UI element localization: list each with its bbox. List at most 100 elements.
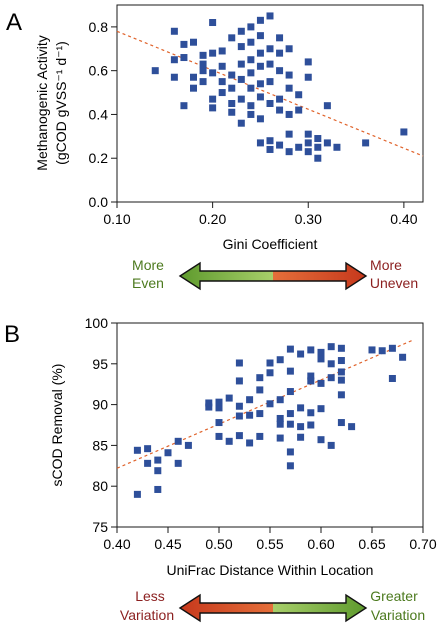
data-point xyxy=(190,73,197,81)
y-tick-label: 0.6 xyxy=(89,63,109,79)
x-tick-label: 0.40 xyxy=(390,211,417,227)
data-point xyxy=(199,51,207,59)
data-point xyxy=(215,432,223,440)
data-point xyxy=(285,45,293,53)
chart-a: 0.0 0.2 0.4 0.6 0.8 0.10 0.20 0.30 0.40 Gini Co… xyxy=(34,4,424,252)
data-point xyxy=(307,372,315,380)
data-point xyxy=(184,441,192,449)
arrow-b-right-line1: Greater xyxy=(370,588,418,604)
data-point xyxy=(180,54,188,62)
data-point xyxy=(256,93,264,101)
data-point xyxy=(190,38,197,46)
y-tick-label: 90 xyxy=(92,397,108,413)
data-point xyxy=(276,106,284,114)
data-point xyxy=(235,359,243,367)
data-point xyxy=(317,348,325,356)
data-point xyxy=(276,67,284,75)
x-tick-label: 0.40 xyxy=(103,536,130,552)
data-point xyxy=(286,410,294,418)
arrow-a-left-line2: Even xyxy=(132,275,164,291)
y-tick-label: 0.2 xyxy=(89,150,109,166)
data-point xyxy=(286,420,294,428)
y-axis-title-a-line1: Methanogenic Activity xyxy=(34,35,50,170)
data-point xyxy=(286,345,294,353)
data-point xyxy=(256,32,264,40)
data-point xyxy=(247,102,255,110)
data-point xyxy=(297,433,305,441)
plot-frame-a xyxy=(116,4,424,203)
data-point xyxy=(228,84,236,92)
data-point xyxy=(285,110,293,118)
data-point xyxy=(256,139,264,147)
data-point xyxy=(327,343,335,351)
data-point xyxy=(276,420,284,428)
panel-letter-b: B xyxy=(4,321,20,348)
data-point xyxy=(337,391,345,399)
data-point xyxy=(276,356,284,364)
x-tick-label: 0.20 xyxy=(199,211,226,227)
data-point xyxy=(276,396,284,404)
data-point xyxy=(174,459,182,467)
data-point xyxy=(400,128,408,136)
data-point xyxy=(266,100,274,107)
data-point xyxy=(337,357,345,365)
data-point xyxy=(333,143,341,151)
data-point xyxy=(307,346,315,354)
data-point xyxy=(228,108,236,116)
arrow-a-right-line2: Uneven xyxy=(370,275,418,291)
data-point xyxy=(209,95,217,103)
data-point xyxy=(247,56,255,64)
arrow-a-left-line1: More xyxy=(132,257,164,273)
data-point xyxy=(276,95,284,103)
data-point xyxy=(388,374,396,382)
data-point xyxy=(323,139,331,147)
data-point xyxy=(170,73,178,81)
data-point xyxy=(199,78,207,86)
data-point xyxy=(246,396,254,404)
y-tick-label: 0.0 xyxy=(89,194,109,210)
data-point xyxy=(337,376,345,384)
data-point xyxy=(297,404,305,412)
data-point xyxy=(235,412,243,420)
double-arrow-a xyxy=(178,261,368,291)
data-point xyxy=(209,104,217,112)
data-point xyxy=(247,23,255,31)
data-point xyxy=(297,423,305,431)
data-point xyxy=(256,62,264,70)
data-point xyxy=(304,139,312,147)
plot-frame-b xyxy=(116,322,424,528)
data-point xyxy=(225,437,233,445)
data-point xyxy=(337,419,345,427)
data-point xyxy=(247,110,255,118)
data-point xyxy=(237,95,245,103)
data-point xyxy=(225,394,233,402)
data-point xyxy=(368,346,376,354)
arrow-b-left-line1: Less xyxy=(135,588,165,604)
data-point xyxy=(304,130,312,138)
data-point xyxy=(285,71,293,79)
data-point xyxy=(388,344,396,352)
data-point xyxy=(209,69,217,77)
data-point xyxy=(337,368,345,376)
data-point xyxy=(295,143,303,151)
y-tick-label: 0.8 xyxy=(89,19,109,35)
data-point xyxy=(285,148,293,156)
data-point xyxy=(164,449,172,457)
data-point xyxy=(218,62,226,70)
data-point xyxy=(314,143,322,151)
data-point xyxy=(314,135,322,143)
data-point xyxy=(266,369,274,377)
x-tick-label: 0.55 xyxy=(256,536,283,552)
y-tick-label: 0.4 xyxy=(89,106,109,122)
trendline-b xyxy=(116,339,414,469)
data-point xyxy=(154,485,162,493)
data-point xyxy=(256,80,264,88)
data-point xyxy=(237,27,245,35)
data-point xyxy=(286,388,294,396)
data-point xyxy=(285,84,293,92)
data-point xyxy=(247,38,255,46)
data-point xyxy=(317,379,325,387)
data-point xyxy=(399,353,407,361)
y-axis-title-a-line2: (gCOD gVSS⁻¹ d⁻¹) xyxy=(53,41,69,165)
